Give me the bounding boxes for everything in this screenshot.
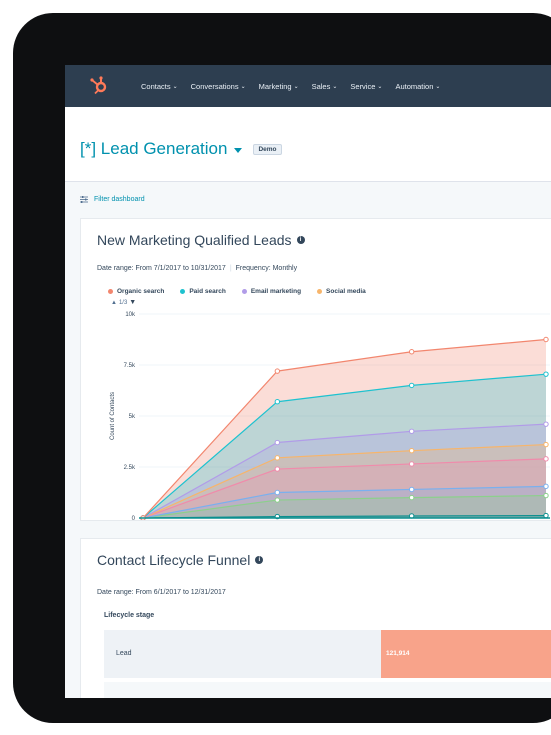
data-point — [274, 455, 281, 461]
funnel-row[interactable]: Lead 121,914 — [104, 630, 551, 678]
data-point — [543, 456, 549, 462]
device-frame: Contacts ⌄ Conversations ⌄ Marketing ⌄ Sale… — [13, 13, 551, 723]
series-area — [143, 374, 546, 518]
data-point — [274, 497, 281, 503]
data-point — [408, 461, 415, 467]
legend-item[interactable]: Social media — [317, 288, 366, 295]
chart-legend: Organic search Paid search Email marketi… — [108, 288, 382, 295]
data-point — [274, 399, 281, 405]
y-tick-label: 0 — [132, 516, 136, 520]
caret-down-icon — [234, 148, 243, 153]
legend-swatch — [317, 289, 323, 294]
series-area — [143, 458, 546, 518]
hubspot-logo-icon[interactable] — [89, 75, 109, 95]
dashboard-header: [*] Lead Generation Demo — [65, 107, 551, 182]
data-point — [543, 371, 549, 377]
date-range: Date range: From 7/1/2017 to 10/31/2017 — [97, 265, 226, 272]
data-point — [274, 466, 281, 472]
legend-item[interactable]: Email marketing — [241, 288, 301, 295]
series-area — [143, 486, 546, 518]
series-line — [142, 514, 547, 519]
series-area — [143, 495, 546, 518]
data-point — [408, 494, 415, 501]
nav-item-contacts[interactable]: Contacts ⌄ — [141, 81, 178, 91]
series-line — [142, 373, 547, 519]
data-point — [543, 512, 549, 519]
pager-down-icon[interactable]: ▼ — [129, 299, 137, 306]
y-tick-label: 7.5k — [124, 363, 136, 369]
report-title: Contact Lifecycle Funnel — [97, 552, 251, 568]
frequency: Frequency: Monthly — [235, 265, 298, 272]
nav-item-automation[interactable]: Automation ⌄ — [395, 81, 441, 91]
mql-report-card: New Marketing Qualified Leads i Date ran… — [80, 218, 551, 521]
chevron-down-icon: ⌄ — [172, 83, 178, 90]
data-point — [408, 486, 415, 493]
app-screen: Contacts ⌄ Conversations ⌄ Marketing ⌄ Sale… — [65, 65, 551, 698]
filter-sliders-icon — [80, 196, 88, 203]
dashboard-selector[interactable]: [*] Lead Generation Demo — [80, 139, 282, 159]
data-point — [274, 439, 281, 446]
data-point — [543, 441, 549, 448]
stage-value: 121,914 — [386, 650, 410, 657]
nav-item-conversations[interactable]: Conversations ⌄ — [190, 81, 246, 91]
data-point — [274, 489, 281, 496]
data-point — [408, 428, 415, 435]
nav-item-sales[interactable]: Sales ⌄ — [311, 81, 338, 91]
chevron-down-icon: ⌄ — [293, 83, 299, 90]
data-point — [274, 368, 281, 374]
data-point — [408, 447, 415, 454]
funnel-row — [104, 682, 551, 698]
date-range: Date range: From 6/1/2017 to 12/31/2017 — [97, 589, 226, 596]
report-meta: Date range: From 7/1/2017 to 10/31/2017 |… — [97, 265, 298, 272]
pager-label: 1/3 — [118, 299, 128, 306]
legend-swatch — [241, 289, 247, 294]
page-title: [*] Lead Generation — [80, 139, 228, 158]
series-line — [142, 338, 547, 519]
nav-item-marketing[interactable]: Marketing ⌄ — [258, 81, 299, 91]
pager-up-icon[interactable]: ▲ — [111, 299, 117, 306]
column-header: Lifecycle stage — [104, 612, 155, 619]
series-area — [143, 424, 546, 518]
nav-menu: Contacts ⌄ Conversations ⌄ Marketing ⌄ Sale… — [141, 65, 453, 107]
chevron-down-icon: ⌄ — [377, 83, 383, 90]
y-tick-label: 10k — [125, 312, 136, 318]
info-icon[interactable]: i — [255, 556, 264, 564]
legend-pager: ▲ 1/3 ▼ — [111, 299, 136, 306]
y-tick-label: 2.5k — [124, 465, 136, 471]
nav-item-service[interactable]: Service ⌄ — [350, 81, 383, 91]
funnel-bar[interactable]: 121,914 — [381, 630, 551, 678]
series-line — [142, 485, 547, 519]
report-title: New Marketing Qualified Leads — [97, 232, 292, 248]
series-line — [142, 494, 547, 519]
filter-dashboard-link[interactable]: Filter dashboard — [80, 196, 145, 203]
info-icon[interactable]: i — [296, 236, 305, 244]
demo-badge: Demo — [253, 143, 282, 155]
series-line — [142, 443, 547, 519]
data-point — [543, 492, 549, 499]
legend-swatch — [180, 289, 186, 294]
data-point — [408, 349, 415, 355]
legend-item[interactable]: Organic search — [108, 288, 164, 295]
chevron-down-icon: ⌄ — [332, 83, 338, 90]
series-line — [142, 458, 547, 519]
data-point — [543, 483, 549, 490]
stage-label: Lead — [116, 650, 132, 657]
data-point — [543, 421, 549, 427]
chevron-down-icon: ⌄ — [240, 83, 246, 90]
funnel-report-card: Contact Lifecycle Funnel i Date range: F… — [80, 538, 551, 698]
series-line — [142, 423, 547, 519]
y-tick-label: 5k — [129, 414, 136, 420]
top-navigation: Contacts ⌄ Conversations ⌄ Marketing ⌄ Sale… — [65, 65, 551, 107]
data-point — [408, 382, 415, 389]
chevron-down-icon: ⌄ — [435, 83, 441, 90]
data-point — [543, 336, 549, 343]
y-axis-label: Count of Contacts — [110, 392, 116, 440]
legend-item[interactable]: Paid search — [180, 288, 226, 295]
legend-swatch — [108, 289, 113, 294]
